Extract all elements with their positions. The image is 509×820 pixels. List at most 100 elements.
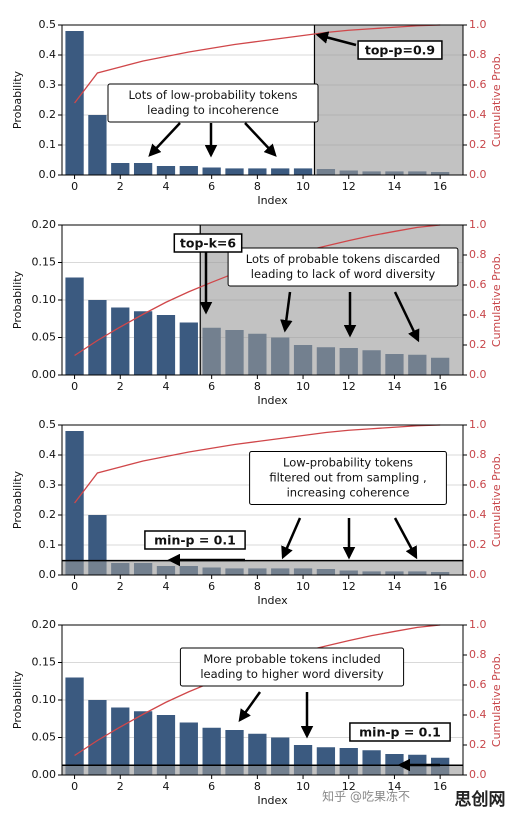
y2-tick-label: 0.4 <box>469 308 487 321</box>
y-tick-label: 0.10 <box>32 293 57 306</box>
annotation-text: Lots of low-probability tokens <box>128 88 297 102</box>
bar <box>88 700 107 775</box>
annotation-box <box>179 647 405 687</box>
marker-box <box>357 40 443 60</box>
y2-tick-label: 0.8 <box>469 248 487 261</box>
watermark: 知乎 @吃果冻不 <box>322 789 410 804</box>
x-tick-label: 14 <box>387 580 401 593</box>
x-tick-label: 6 <box>208 380 215 393</box>
bar <box>202 167 221 175</box>
x-tick-label: 10 <box>296 180 310 193</box>
y-tick-label: 0.20 <box>32 618 57 631</box>
x-tick-label: 14 <box>387 380 401 393</box>
x-tick-label: 6 <box>208 580 215 593</box>
x-tick-label: 8 <box>254 380 261 393</box>
y-axis-label: Probability <box>11 470 24 529</box>
y2-axis-label: Cumulative Prob. <box>490 453 503 547</box>
annotation-text: filtered out from sampling , <box>269 471 426 485</box>
marker-label: min-p = 0.1 <box>359 725 441 740</box>
x-tick-label: 10 <box>296 380 310 393</box>
arrow <box>148 122 181 157</box>
y-tick-label: 0.20 <box>32 218 57 231</box>
y-tick-label: 0.0 <box>39 168 57 181</box>
y-axis-label: Probability <box>11 670 24 729</box>
x-tick-label: 8 <box>254 180 261 193</box>
x-tick-label: 12 <box>342 780 356 793</box>
y2-tick-label: 0.2 <box>469 738 487 751</box>
annotation-text: leading to lack of word diversity <box>251 267 436 281</box>
y-tick-label: 0.0 <box>39 568 57 581</box>
y2-tick-label: 1.0 <box>469 218 487 231</box>
y2-tick-label: 0.0 <box>469 568 487 581</box>
x-tick-label: 12 <box>342 580 356 593</box>
marker-box <box>349 722 451 742</box>
annotation-box <box>249 451 447 505</box>
x-tick-label: 16 <box>433 180 447 193</box>
y2-tick-label: 0.0 <box>469 768 487 781</box>
bar <box>111 163 130 175</box>
y-tick-label: 0.2 <box>39 108 57 121</box>
marker-box <box>144 530 246 550</box>
y-tick-label: 0.4 <box>39 448 57 461</box>
y-tick-label: 0.05 <box>32 731 57 744</box>
x-tick-label: 8 <box>254 780 261 793</box>
plot-frame <box>61 24 464 176</box>
y2-tick-label: 0.4 <box>469 708 487 721</box>
bar <box>271 168 290 175</box>
y-tick-label: 0.05 <box>32 331 57 344</box>
x-tick-label: 10 <box>296 780 310 793</box>
plot-frame <box>61 224 464 376</box>
x-tick-label: 12 <box>342 180 356 193</box>
x-tick-label: 0 <box>71 580 78 593</box>
y-tick-label: 0.3 <box>39 78 57 91</box>
x-tick-label: 16 <box>433 380 447 393</box>
y2-tick-label: 0.2 <box>469 538 487 551</box>
bar <box>179 322 198 375</box>
bar <box>156 715 176 775</box>
x-axis-label: Index <box>257 794 288 807</box>
y2-tick-label: 1.0 <box>469 418 487 431</box>
y-tick-label: 0.2 <box>39 508 57 521</box>
bar <box>133 163 153 175</box>
y2-axis-label: Cumulative Prob. <box>490 53 503 147</box>
bar <box>225 168 244 175</box>
bar <box>179 166 198 175</box>
x-axis-label: Index <box>257 594 288 607</box>
arrow <box>393 291 420 343</box>
annotation-box <box>107 83 319 123</box>
y2-tick-label: 0.6 <box>469 678 487 691</box>
y2-tick-label: 0.6 <box>469 478 487 491</box>
y2-axis-label: Cumulative Prob. <box>490 653 503 747</box>
y-axis-label: Probability <box>11 70 24 129</box>
x-axis-label: Index <box>257 194 288 207</box>
x-tick-label: 4 <box>162 380 169 393</box>
y2-tick-label: 0.2 <box>469 138 487 151</box>
arrow <box>244 122 277 157</box>
annotation-text: increasing coherence <box>287 486 410 500</box>
x-tick-label: 16 <box>433 580 447 593</box>
x-tick-label: 0 <box>71 780 78 793</box>
y2-tick-label: 1.0 <box>469 618 487 631</box>
y2-tick-label: 0.0 <box>469 168 487 181</box>
plot-frame <box>61 424 464 576</box>
arrow <box>238 691 262 723</box>
x-tick-label: 2 <box>117 580 124 593</box>
bar <box>133 711 153 775</box>
annotation-text: Lots of probable tokens discarded <box>246 252 440 266</box>
y2-tick-label: 0.4 <box>469 108 487 121</box>
bar <box>202 727 221 775</box>
y2-tick-label: 0.8 <box>469 48 487 61</box>
y2-tick-label: 0.2 <box>469 338 487 351</box>
x-tick-label: 0 <box>71 180 78 193</box>
y2-tick-label: 0.6 <box>469 278 487 291</box>
bar <box>225 730 244 775</box>
bar <box>65 677 84 775</box>
x-tick-label: 0 <box>71 380 78 393</box>
bar <box>133 311 153 375</box>
bar <box>248 168 267 175</box>
cumulative-line <box>74 24 441 104</box>
annotation-text: leading to incoherence <box>147 103 279 117</box>
y2-axis-label: Cumulative Prob. <box>490 253 503 347</box>
shaded-region <box>62 765 463 775</box>
